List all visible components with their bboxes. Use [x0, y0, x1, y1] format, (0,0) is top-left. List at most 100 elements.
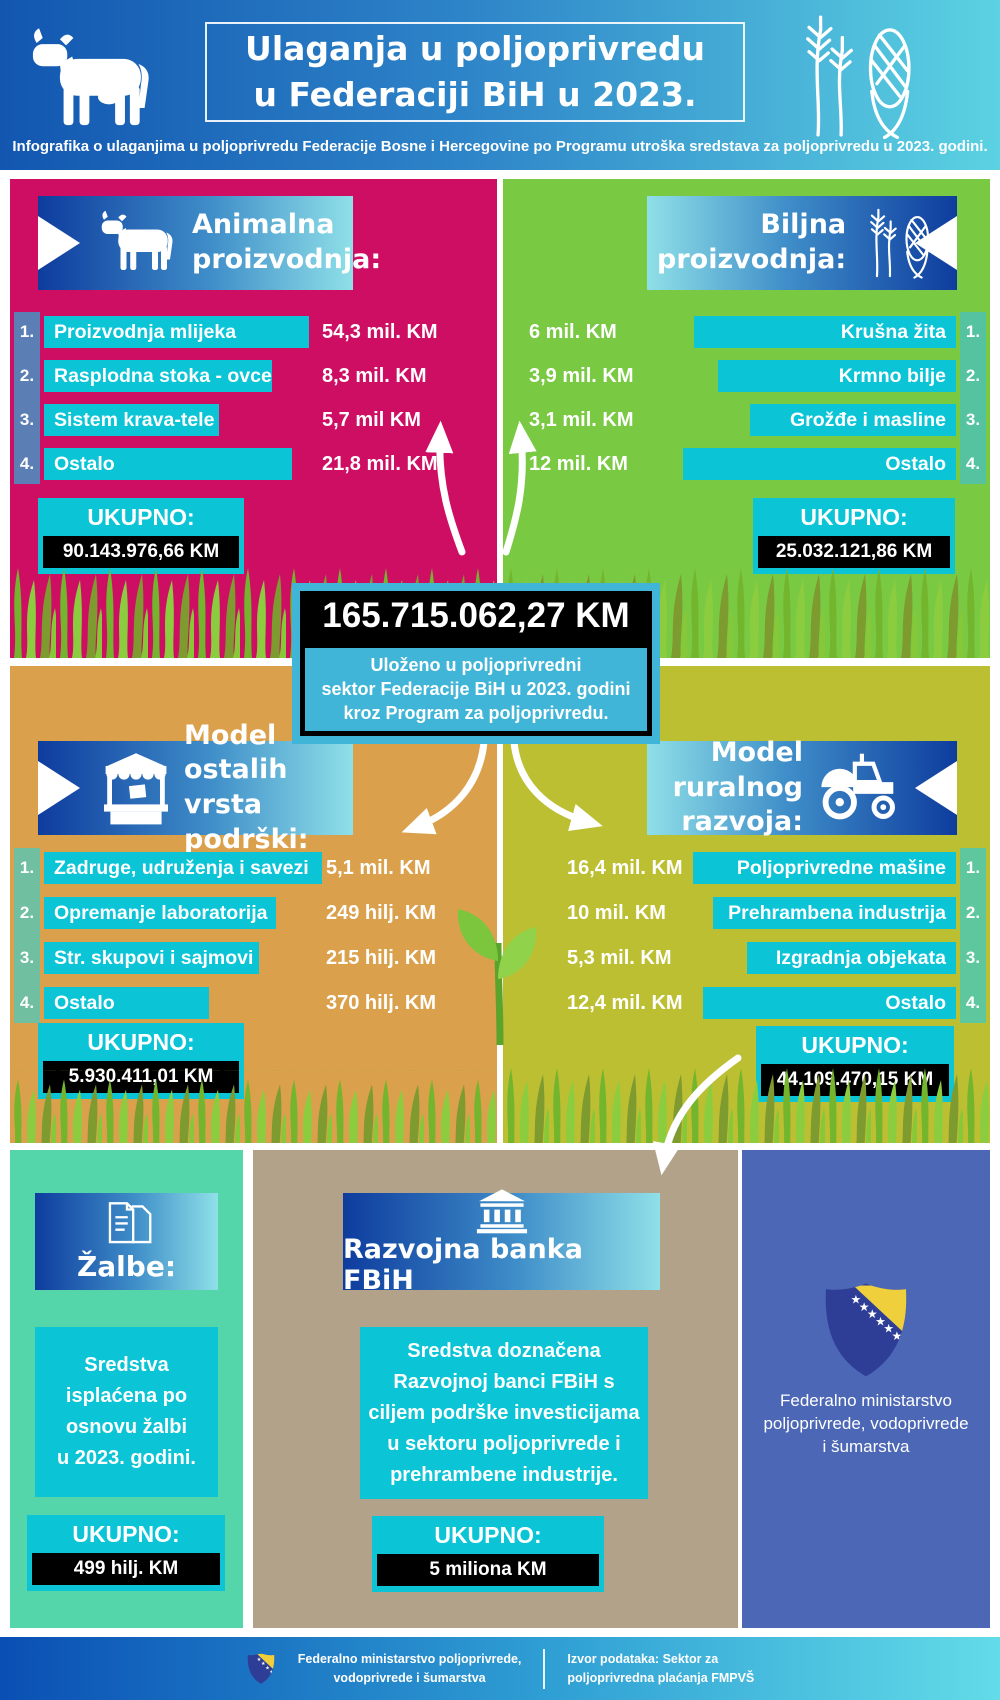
- category-bar: Proizvodnja mlijeka: [44, 316, 309, 348]
- category-value: 370 hilj. KM: [326, 992, 437, 1014]
- wheat-corn-icon: [768, 12, 950, 140]
- category-bar: Ostalo: [44, 987, 209, 1019]
- banner-title: Animalna proizvodnja:: [192, 209, 382, 275]
- market-stall-icon: [96, 750, 176, 826]
- category-value: 16,4 mil. KM: [567, 857, 683, 879]
- footer-divider: [543, 1648, 546, 1689]
- total-plant: UKUPNO: 25.032.121,86 KM: [753, 498, 955, 574]
- grand-total-block: 165.715.062,27 KM Uloženo u poljoprivred…: [292, 583, 660, 745]
- number-strip: [960, 312, 986, 484]
- banner-title: Žalbe:: [76, 1250, 177, 1283]
- page-title: Ulaganja u poljoprivredu u Federaciji Bi…: [205, 22, 745, 122]
- grand-total-description: Uloženo u poljoprivredni sektor Federaci…: [300, 643, 652, 737]
- banner-animal: Animalna proizvodnja:: [38, 196, 381, 290]
- category-value: 12 mil. KM: [529, 453, 628, 475]
- banner-title: Razvojna banka FBiH: [343, 1233, 583, 1296]
- category-value: 249 hilj. KM: [326, 902, 437, 924]
- svg-text:★: ★: [265, 1665, 270, 1671]
- bank-icon: [470, 1188, 534, 1234]
- bank-description: Sredstva doznačena Razvojnoj banci FBiH …: [360, 1327, 648, 1499]
- category-bar: Ostalo: [44, 448, 292, 480]
- footer-org: Federalno ministarstvo poljoprivrede, vo…: [297, 1651, 522, 1685]
- panel-appeals: Žalbe: Sredstva isplaćena po osnovu žalb…: [10, 1150, 243, 1628]
- category-bar: Prehrambena industrija: [713, 897, 956, 929]
- banner-notch: [915, 216, 957, 270]
- banner-plant: Biljna proizvodnja:: [647, 196, 957, 290]
- cow-icon: [96, 210, 184, 276]
- tractor-icon: [813, 751, 905, 825]
- category-value: 6 mil. KM: [529, 321, 617, 343]
- banner-notch: [38, 216, 80, 270]
- banner-bank: Razvojna banka FBiH: [343, 1188, 660, 1296]
- category-value: 5,1 mil. KM: [326, 857, 431, 879]
- number-strip: [960, 848, 986, 1023]
- category-bar: Grožđe i masline: [750, 404, 956, 436]
- panel-bank: Razvojna banka FBiH Sredstva doznačena R…: [253, 1150, 738, 1628]
- svg-text:★: ★: [269, 1670, 274, 1676]
- panel-ministry: ★ ★ ★ ★ ★ ★ ★ Federalno ministarstvo pol…: [742, 1150, 990, 1628]
- data-row: 1. Proizvodnja mlijeka 54,3 mil. KM: [14, 316, 493, 348]
- title-line-1: Ulaganja u poljoprivredu: [245, 29, 705, 69]
- data-row: 10 mil. KM Prehrambena industrija 2.: [507, 897, 986, 929]
- data-row: 6 mil. KM Krušna žita 1.: [507, 316, 986, 348]
- category-bar: Str. skupovi i sajmovi: [44, 942, 259, 974]
- banner-title: Model ruralnog razvoja:: [672, 737, 803, 838]
- bih-coat-of-arms-icon: ★ ★ ★ ★ ★ ★ ★: [820, 1280, 912, 1380]
- category-bar: Krmno bilje: [718, 360, 956, 392]
- category-value: 5,3 mil. KM: [567, 947, 672, 969]
- svg-text:★: ★: [859, 1300, 870, 1314]
- category-value: 215 hilj. KM: [326, 947, 437, 969]
- banner-other-support: Model ostalih vrsta podrški:: [38, 720, 353, 855]
- data-row: 16,4 mil. KM Poljoprivredne mašine 1.: [507, 852, 986, 884]
- category-value: 10 mil. KM: [567, 902, 666, 924]
- data-row: 2. Opremanje laboratorija 249 hilj. KM: [14, 897, 493, 929]
- svg-text:★: ★: [883, 1322, 894, 1336]
- banner-title: Model ostalih vrsta podrški:: [184, 719, 309, 855]
- svg-text:★: ★: [257, 1657, 262, 1663]
- ministry-name: Federalno ministarstvo poljoprivrede, vo…: [763, 1391, 969, 1456]
- category-bar: Ostalo: [703, 987, 956, 1019]
- banner-appeals: Žalbe:: [35, 1193, 218, 1290]
- data-row: 3,9 mil. KM Krmno bilje 2.: [507, 360, 986, 392]
- svg-text:★: ★: [261, 1661, 266, 1667]
- banner-rural: Model ruralnog razvoja:: [647, 737, 957, 837]
- data-row: 4. Ostalo 370 hilj. KM: [14, 987, 493, 1019]
- category-value: 3,9 mil. KM: [529, 365, 634, 387]
- category-bar: Krušna žita: [694, 316, 956, 348]
- category-value: 54,3 mil. KM: [322, 321, 438, 343]
- bih-coat-of-arms-icon: ★ ★ ★ ★: [246, 1652, 276, 1685]
- category-value: 8,3 mil. KM: [322, 365, 427, 387]
- total-other-support: UKUPNO: 5.930.411,01 KM: [38, 1023, 244, 1099]
- data-row: 12 mil. KM Ostalo 4.: [507, 448, 986, 480]
- svg-text:★: ★: [900, 1336, 911, 1350]
- category-value: 5,7 mil KM: [322, 409, 421, 431]
- header: Ulaganja u poljoprivredu u Federaciji Bi…: [0, 0, 1000, 170]
- data-row: 12,4 mil. KM Ostalo 4.: [507, 987, 986, 1019]
- data-row: 5,3 mil. KM Izgradnja objekata 3.: [507, 942, 986, 974]
- sprout-decoration: [452, 895, 548, 1045]
- svg-text:★: ★: [875, 1314, 886, 1328]
- number-strip: [14, 848, 40, 1023]
- category-bar: Poljoprivredne mašine: [693, 852, 956, 884]
- category-value: 3,1 mil. KM: [529, 409, 634, 431]
- data-row: 3. Sistem krava-tele 5,7 mil KM: [14, 404, 493, 436]
- svg-text:★: ★: [867, 1307, 878, 1321]
- category-bar: Rasplodna stoka - ovce: [44, 360, 272, 392]
- category-value: 21,8 mil. KM: [322, 453, 438, 475]
- appeals-description: Sredstva isplaćena po osnovu žalbi u 202…: [35, 1327, 218, 1497]
- number-strip: [14, 312, 40, 484]
- data-row: 1. Zadruge, udruženja i savezi 5,1 mil. …: [14, 852, 493, 884]
- data-row: 4. Ostalo 21,8 mil. KM: [14, 448, 493, 480]
- data-row: 2. Rasplodna stoka - ovce 8,3 mil. KM: [14, 360, 493, 392]
- total-bank: UKUPNO: 5 miliona KM: [372, 1516, 604, 1592]
- banner-notch: [915, 761, 957, 815]
- total-animal: UKUPNO: 90.143.976,66 KM: [38, 498, 244, 574]
- document-icon: [96, 1200, 158, 1250]
- category-bar: Ostalo: [683, 448, 956, 480]
- svg-text:★: ★: [891, 1329, 902, 1343]
- total-appeals: UKUPNO: 499 hilj. KM: [27, 1515, 225, 1591]
- grand-total-amount: 165.715.062,27 KM: [300, 591, 652, 643]
- data-row: 3,1 mil. KM Grožđe i masline 3.: [507, 404, 986, 436]
- title-line-2: u Federaciji BiH u 2023.: [253, 75, 697, 114]
